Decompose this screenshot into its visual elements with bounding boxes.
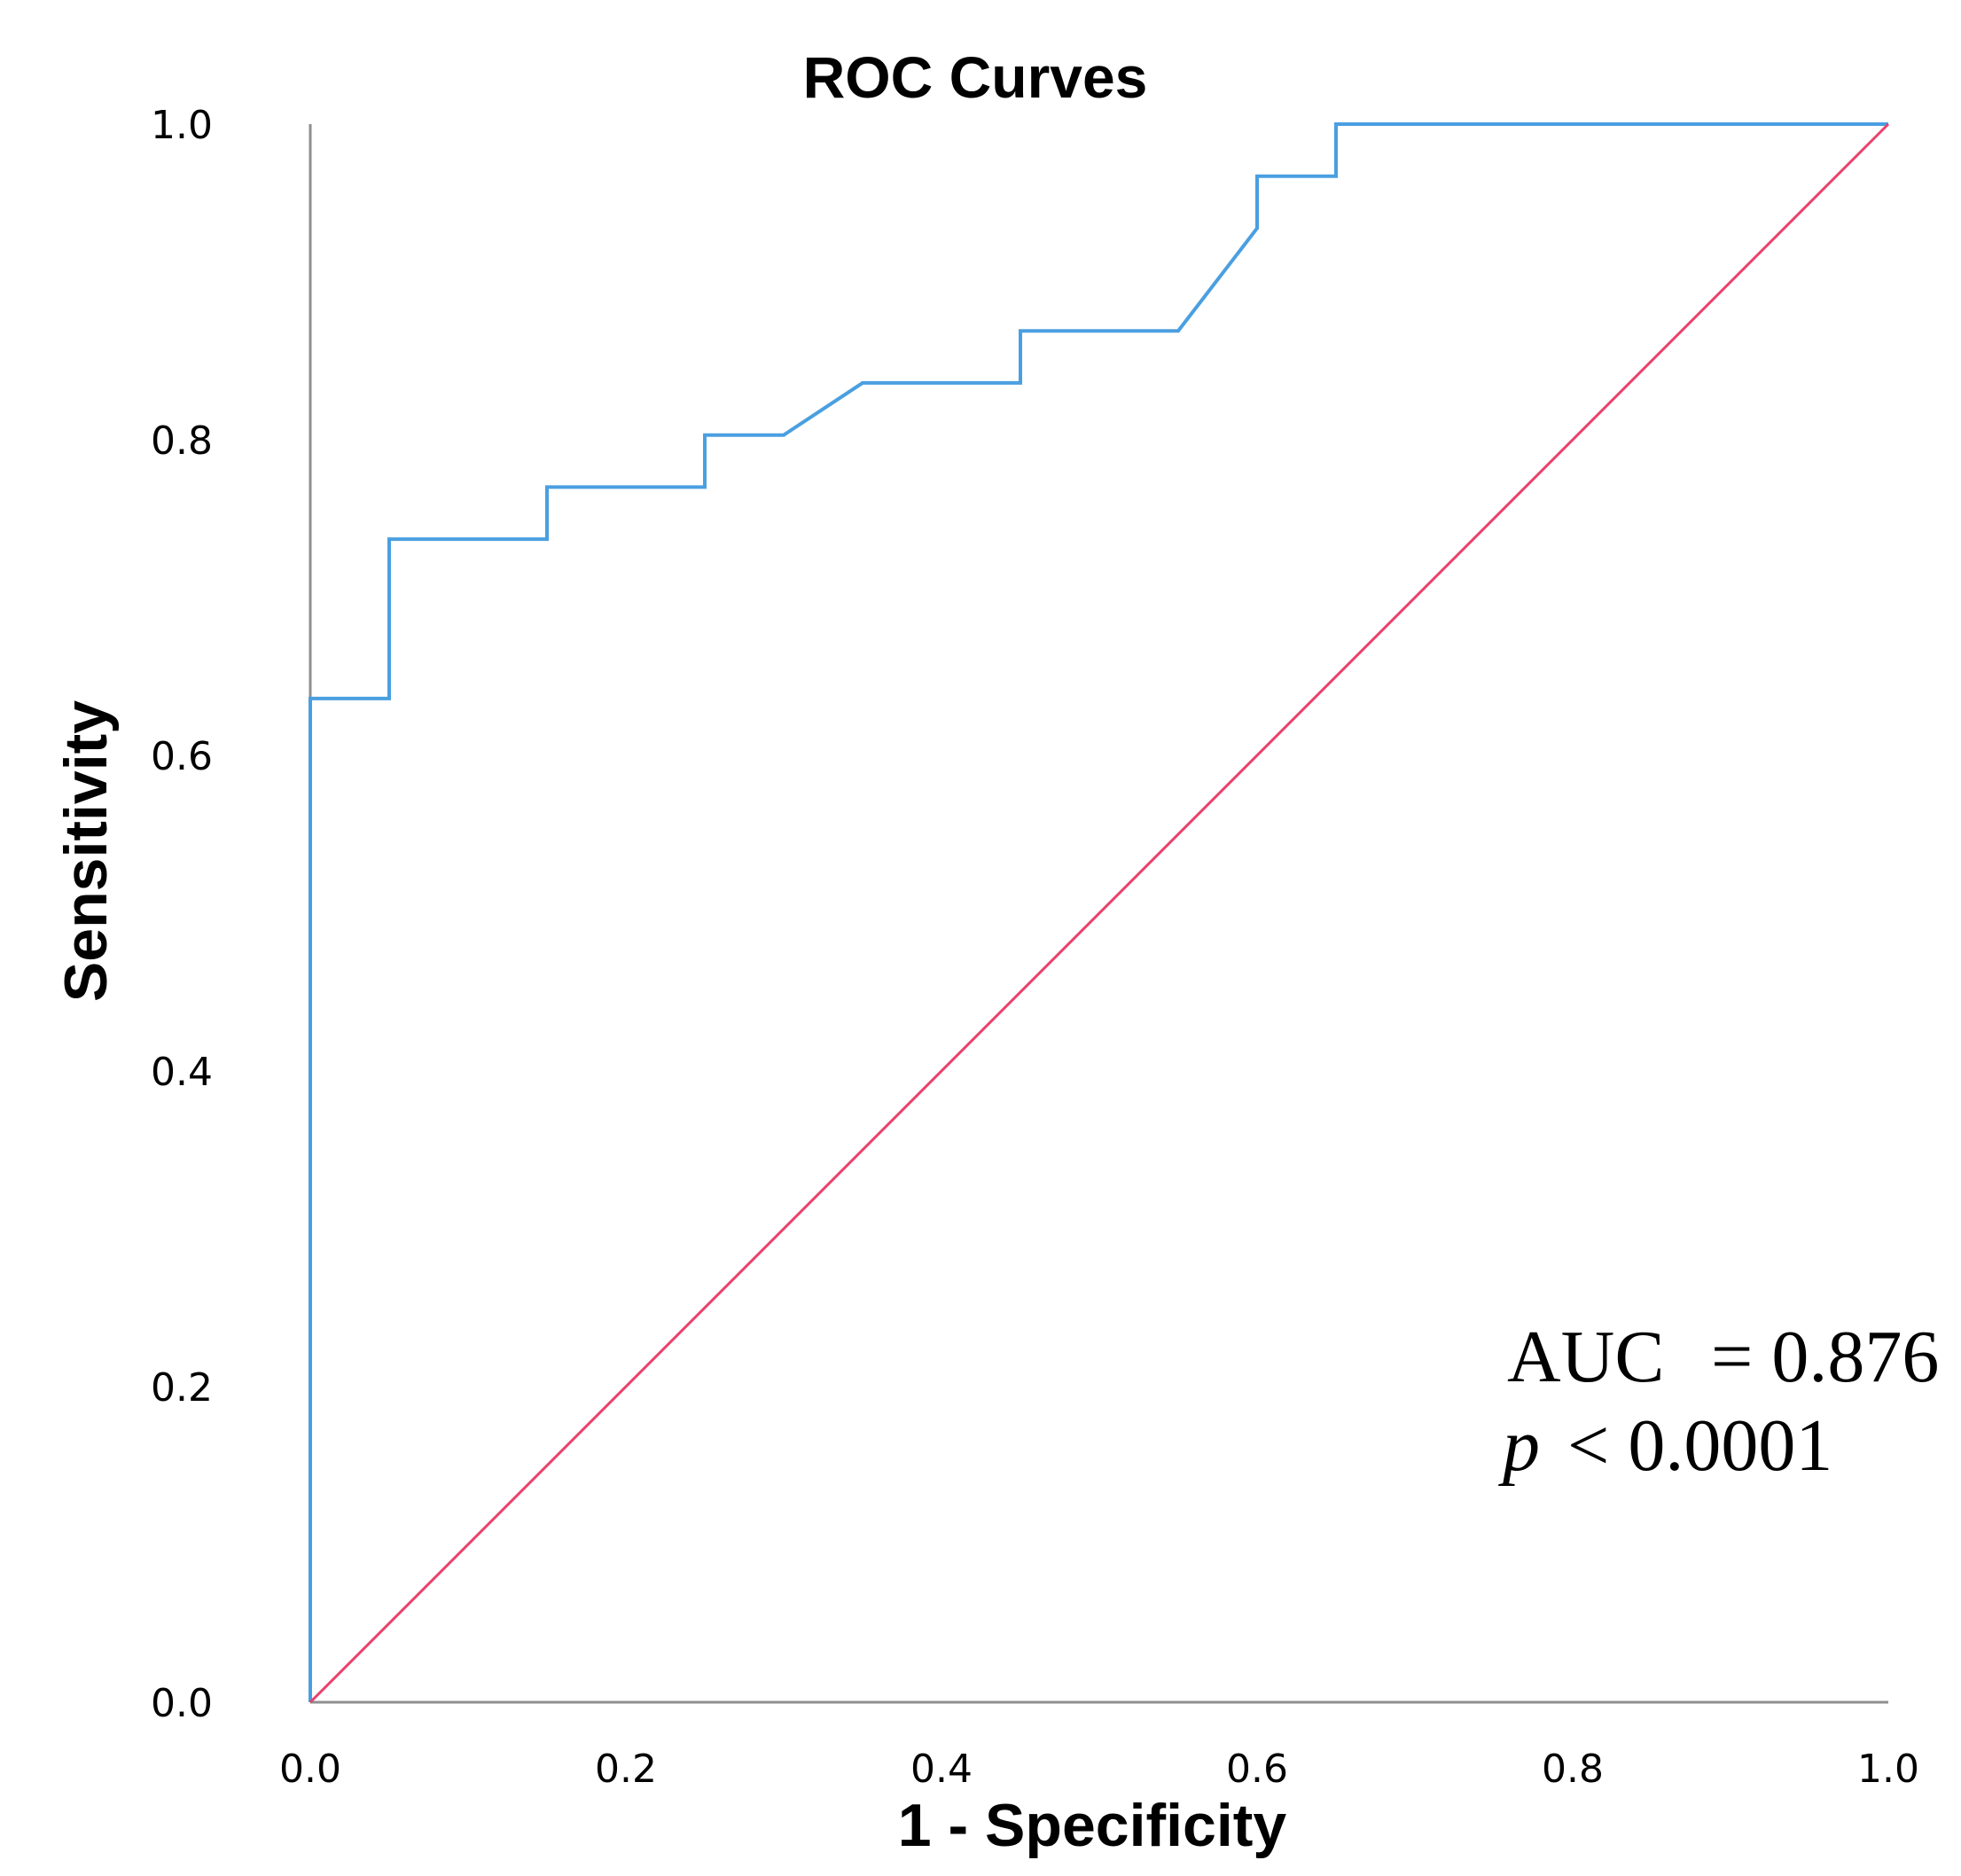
y-tick-label: 0.0: [151, 1681, 213, 1726]
auc-label: AUC: [1507, 1316, 1664, 1398]
y-tick-labels: 0.0 0.2 0.4 0.6 0.8 1.0: [151, 103, 213, 1726]
auc-value: = 0.876: [1711, 1316, 1939, 1398]
y-tick-label: 0.8: [151, 418, 213, 464]
p-value: < 0.0001: [1567, 1404, 1832, 1487]
x-tick-label: 0.6: [1226, 1747, 1288, 1792]
y-tick-label: 1.0: [151, 103, 213, 148]
y-tick-label: 0.2: [151, 1365, 213, 1411]
y-axis-title: Sensitivity: [52, 700, 120, 1002]
x-tick-labels: 0.0 0.2 0.4 0.6 0.8 1.0: [279, 1747, 1919, 1792]
roc-curve-line: [309, 122, 1888, 1702]
series-layer: [309, 122, 1890, 1704]
reference-diagonal-line: [309, 122, 1890, 1704]
x-tick-label: 0.4: [910, 1747, 973, 1792]
y-tick-label: 0.4: [151, 1050, 213, 1095]
x-tick-label: 0.2: [595, 1747, 657, 1792]
auc-annotation: AUC = 0.876 p < 0.0001: [1498, 1316, 1939, 1487]
plot-area: 0.0 0.2 0.4 0.6 0.8 1.0 0.0 0.2 0.4 0.6 0.8 1.0: [151, 103, 1919, 1792]
x-tick-label: 0.8: [1542, 1747, 1604, 1792]
chart-title: ROC Curves: [803, 44, 1148, 110]
x-tick-label: 1.0: [1857, 1747, 1919, 1792]
y-tick-label: 0.6: [151, 734, 213, 779]
x-tick-label: 0.0: [279, 1747, 341, 1792]
p-label: p: [1498, 1404, 1540, 1487]
x-axis-title: 1 - Specificity: [898, 1792, 1287, 1859]
